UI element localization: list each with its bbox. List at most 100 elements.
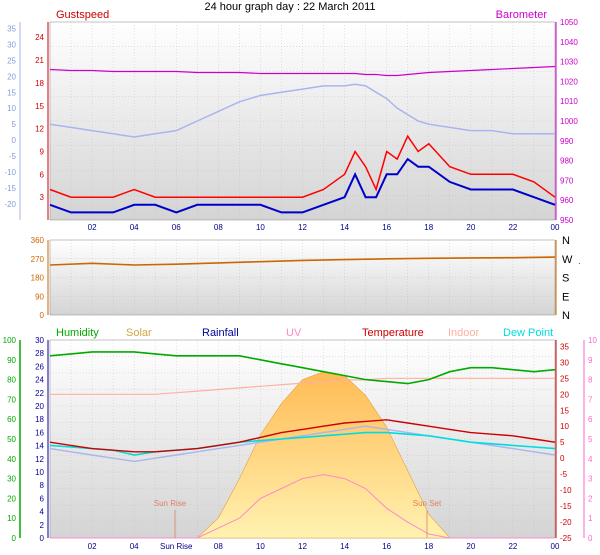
- overlay-tick: 20: [7, 72, 16, 81]
- baro-tick: 950: [560, 216, 574, 225]
- wind-x-tick: 10: [256, 223, 265, 232]
- direction-grid: [50, 240, 556, 315]
- environment-x-tick: 14: [340, 542, 349, 551]
- barometer-label: Barometer: [496, 9, 548, 21]
- baro-tick: 960: [560, 196, 574, 205]
- humidity-tick: 60: [7, 415, 16, 424]
- baro-tick: 1010: [560, 97, 578, 106]
- wind-x-ticks: 02 04 06 08 10 12 14 16 18 20 22 00: [88, 223, 560, 232]
- rainfall-tick: 18: [35, 415, 44, 424]
- humidity-tick: 10: [7, 514, 16, 523]
- humidity-line: [49, 351, 556, 385]
- humidity-tick: 50: [7, 435, 16, 444]
- temperature-tick: -5: [560, 470, 568, 479]
- environment-x-tick: 04: [130, 542, 139, 551]
- baro-tick: 990: [560, 137, 574, 146]
- rainfall-tick: 6: [40, 494, 45, 503]
- wind-x-tick: 22: [508, 223, 517, 232]
- humidity-tick: 20: [7, 494, 16, 503]
- gust-tick: 24: [35, 33, 44, 42]
- environment-series: [49, 351, 556, 539]
- rainfall-tick: 26: [35, 362, 44, 371]
- gust-tick: 12: [35, 125, 44, 134]
- wind-grid: [50, 22, 556, 220]
- temperature-tick: -15: [560, 502, 572, 511]
- baro-tick: 1000: [560, 117, 578, 126]
- humidity-tick: 90: [7, 356, 16, 365]
- overlay-tick: 35: [7, 24, 16, 33]
- environment-y-ticks: 1009080706050403020100302826242220181614…: [3, 336, 598, 543]
- gustspeed-line: [49, 134, 556, 198]
- baro-tick: 980: [560, 157, 574, 166]
- compass-label: S: [562, 273, 569, 285]
- wind-x-tick: 14: [340, 223, 349, 232]
- rainfall-tick: 10: [35, 468, 44, 477]
- environment-x-tick: 10: [256, 542, 265, 551]
- baro-tick: 970: [560, 176, 574, 185]
- gust-tick: 9: [40, 147, 45, 156]
- environment-x-tick: 08: [214, 542, 223, 551]
- temperature-tick: 0: [560, 454, 565, 463]
- uv-tick: 9: [588, 356, 593, 365]
- wind-panel: Gustspeed Barometer 24 21 18 15 12 9 6 3 35 30 25 2…: [4, 9, 578, 232]
- humidity-tick: 70: [7, 395, 16, 404]
- gust-tick: 18: [35, 79, 44, 88]
- legend-temperature: Temperature: [362, 327, 424, 339]
- legend-rainfall: Rainfall: [202, 327, 239, 339]
- wind-x-tick: 06: [172, 223, 181, 232]
- rainfall-tick: 16: [35, 428, 44, 437]
- wind-x-tick: 00: [551, 223, 560, 232]
- sunset-annotation: Sun Set: [413, 499, 442, 508]
- rainfall-tick: 4: [40, 508, 45, 517]
- temperature-line: [49, 419, 556, 453]
- rainfall-tick: 12: [35, 455, 44, 464]
- uv-tick: 3: [588, 475, 593, 484]
- compass-label: E: [562, 291, 569, 303]
- wind-x-tick: 20: [466, 223, 475, 232]
- overlay-tick: -20: [4, 200, 16, 209]
- direction-tick: 0: [40, 311, 45, 320]
- uv-line: [50, 474, 555, 539]
- uv-tick: 6: [588, 415, 593, 424]
- direction-tick: 360: [31, 236, 45, 245]
- temperature-tick: -20: [560, 518, 572, 527]
- environment-x-tick: 18: [424, 542, 433, 551]
- rainfall-tick: 28: [35, 349, 44, 358]
- humidity-tick: 30: [7, 475, 16, 484]
- uv-tick: 0: [588, 534, 593, 543]
- uv-tick: 10: [588, 336, 597, 345]
- environment-x-tick: Sun Rise: [160, 542, 193, 551]
- legend-uv: UV: [286, 327, 302, 339]
- gust-tick: 15: [35, 102, 44, 111]
- humidity-tick: 40: [7, 455, 16, 464]
- chart-title: 24 hour graph day : 22 March 2011: [204, 1, 375, 13]
- temperature-tick: 35: [560, 342, 569, 351]
- uv-tick: 4: [588, 455, 593, 464]
- environment-x-tick: 20: [466, 542, 475, 551]
- rainfall-tick: 24: [35, 376, 44, 385]
- legend-humidity: Humidity: [56, 327, 99, 339]
- baro-tick: 1040: [560, 38, 578, 47]
- rainfall-tick: 20: [35, 402, 44, 411]
- temperature-tick: 5: [560, 438, 565, 447]
- overlay-tick: -15: [4, 184, 16, 193]
- legend-indoor: Indoor: [448, 327, 480, 339]
- wind-y-ticks: 242118151296335302520151050-5-10-15-2010…: [4, 18, 578, 225]
- compass-label: N: [562, 235, 570, 247]
- environment-legend: Humidity Solar Rainfall UV Temperature Indoor…: [56, 327, 553, 339]
- rainfall-tick: 30: [35, 336, 44, 345]
- overlay-tick: 30: [7, 40, 16, 49]
- gust-tick: 6: [40, 170, 45, 179]
- compass-label: W: [562, 254, 573, 266]
- humidity-tick: 0: [12, 534, 17, 543]
- rainfall-tick: 8: [40, 481, 45, 490]
- direction-tick: 270: [31, 255, 45, 264]
- uv-tick: 8: [588, 376, 593, 385]
- baro-tick: 1030: [560, 58, 578, 67]
- rainfall-tick: 22: [35, 389, 44, 398]
- environment-x-tick: 02: [88, 542, 97, 551]
- temperature-tick: 30: [560, 358, 569, 367]
- temperature-tick: -25: [560, 534, 572, 543]
- temperature-tick: 15: [560, 406, 569, 415]
